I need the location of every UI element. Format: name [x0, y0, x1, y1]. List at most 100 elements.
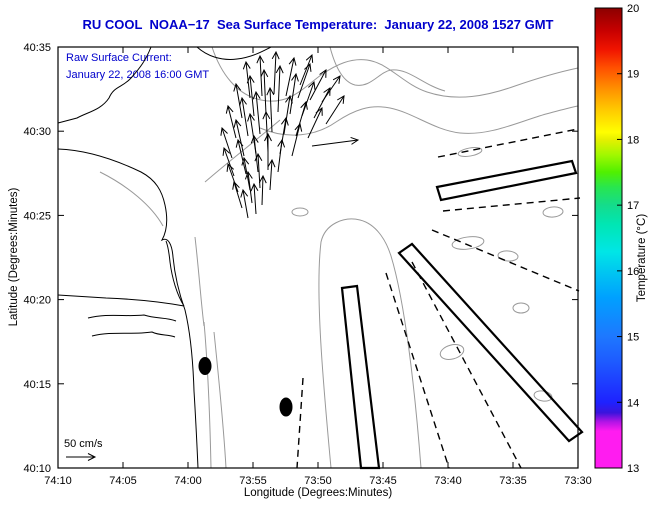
- station-marker: [279, 397, 293, 417]
- x-tick-label: 73:30: [564, 475, 592, 487]
- y-tick-label: 40:35: [23, 42, 51, 54]
- shipping-lane: [435, 159, 578, 202]
- bathymetry-contour: [194, 236, 205, 327]
- bathymetry-contour-loop: [457, 147, 483, 157]
- shipping-lane: [397, 242, 584, 443]
- shipping-lane: [340, 284, 381, 470]
- colorbar-tick-label: 20: [627, 3, 639, 15]
- lane-separation-line: [411, 261, 522, 469]
- x-tick-label: 73:35: [499, 475, 527, 487]
- current-vector: [242, 60, 251, 99]
- current-vector: [313, 87, 331, 119]
- current-vector: [260, 68, 269, 115]
- current-vector: [252, 90, 261, 135]
- x-tick-label: 73:45: [369, 475, 397, 487]
- x-tick-label: 74:05: [109, 475, 137, 487]
- current-vector-layer: [220, 50, 360, 219]
- y-tick-label: 40:10: [23, 463, 51, 475]
- lane-separation-line: [385, 272, 450, 469]
- current-vector: [262, 110, 271, 153]
- y-tick-label: 40:30: [23, 126, 51, 138]
- bathymetry-contour: [329, 46, 446, 92]
- current-vector: [256, 54, 265, 97]
- x-tick-label: 74:10: [44, 475, 72, 487]
- current-vector: [239, 96, 249, 137]
- coastline: [91, 331, 176, 338]
- bathymetry-contour: [318, 218, 422, 469]
- current-vector: [250, 182, 259, 215]
- coastline: [57, 240, 185, 307]
- y-tick-label: 40:20: [23, 295, 51, 307]
- current-vector: [301, 80, 316, 117]
- bathymetry-contour: [203, 321, 212, 469]
- current-vector: [267, 158, 276, 191]
- current-vector: [246, 74, 255, 117]
- x-tick-label: 74:00: [174, 475, 202, 487]
- y-tick-label: 40:25: [23, 210, 51, 222]
- bathymetry-contour-loop: [512, 302, 530, 314]
- figure-title: RU COOL NOAA−17 Sea Surface Temperature:…: [82, 17, 554, 32]
- current-vector: [297, 62, 312, 99]
- current-vector: [283, 94, 293, 135]
- current-vector: [258, 174, 267, 206]
- annotation-current-time: January 22, 2008 16:00 GMT: [66, 69, 210, 81]
- x-tick-label: 73:50: [304, 475, 332, 487]
- colorbar-tick-label: 16: [627, 266, 639, 278]
- tick-mark-layer: [57, 46, 579, 469]
- current-vector: [226, 162, 239, 193]
- current-vector: [309, 69, 327, 101]
- station-marker: [198, 357, 212, 375]
- bathymetry-contour: [213, 331, 227, 469]
- colorbar-tick-label: 13: [627, 463, 639, 475]
- bathymetry-contour-loop: [451, 236, 485, 250]
- bathymetry-contour: [259, 105, 579, 136]
- coastline: [196, 46, 272, 60]
- current-vector: [321, 75, 341, 103]
- y-tick-label: 40:15: [23, 379, 51, 391]
- current-vector: [325, 95, 345, 125]
- bathymetry-contour: [99, 171, 164, 227]
- current-vector: [220, 126, 233, 159]
- current-vector: [247, 112, 257, 155]
- scale-arrow-label: 50 cm/s: [64, 438, 103, 450]
- x-tick-label: 73:40: [434, 475, 462, 487]
- colorbar-tick-label: 15: [627, 332, 639, 344]
- bathymetry-contour-layer: [99, 46, 579, 469]
- current-vector: [266, 86, 275, 133]
- current-vector: [311, 136, 360, 147]
- current-vector: [240, 188, 249, 219]
- bathymetry-contour-loop: [542, 206, 564, 218]
- colorbar-tick-label: 18: [627, 134, 639, 146]
- coastline: [57, 148, 199, 469]
- coastline: [57, 46, 152, 124]
- current-vector: [289, 72, 299, 115]
- current-vector: [275, 64, 284, 113]
- current-vector: [299, 53, 314, 86]
- current-vector: [222, 146, 235, 177]
- tick-label-layer: 74:10 74:05 74:00 73:55 73:50 73:45 73:40 73:35…: [23, 42, 591, 487]
- bathymetry-contour: [211, 46, 579, 102]
- colorbar-gradient: [594, 7, 623, 469]
- annotation-current-type: Raw Surface Current:: [66, 52, 172, 64]
- lane-separation-line: [431, 229, 580, 292]
- bathymetry-contour-loop: [439, 344, 465, 360]
- x-axis-label: Longitude (Degrees:Minutes): [243, 487, 393, 499]
- coastline: [87, 314, 177, 322]
- lane-separation-layer: [296, 128, 581, 469]
- current-vector: [235, 138, 247, 175]
- shipping-lane-layer: [340, 159, 584, 470]
- current-vector: [271, 50, 280, 95]
- current-vector: [307, 106, 323, 139]
- lane-separation-line: [442, 197, 581, 212]
- current-vector: [232, 180, 243, 209]
- colorbar-tick-label: 19: [627, 69, 639, 81]
- colorbar-tick-label: 14: [627, 397, 639, 409]
- bathymetry-contour-loop: [291, 207, 309, 217]
- current-vector: [241, 156, 251, 191]
- station-marker-layer: [198, 357, 293, 417]
- scale-arrow-group: 50 cm/s: [64, 438, 103, 461]
- current-vector: [225, 104, 237, 139]
- colorbar-tick-label: 17: [627, 200, 639, 212]
